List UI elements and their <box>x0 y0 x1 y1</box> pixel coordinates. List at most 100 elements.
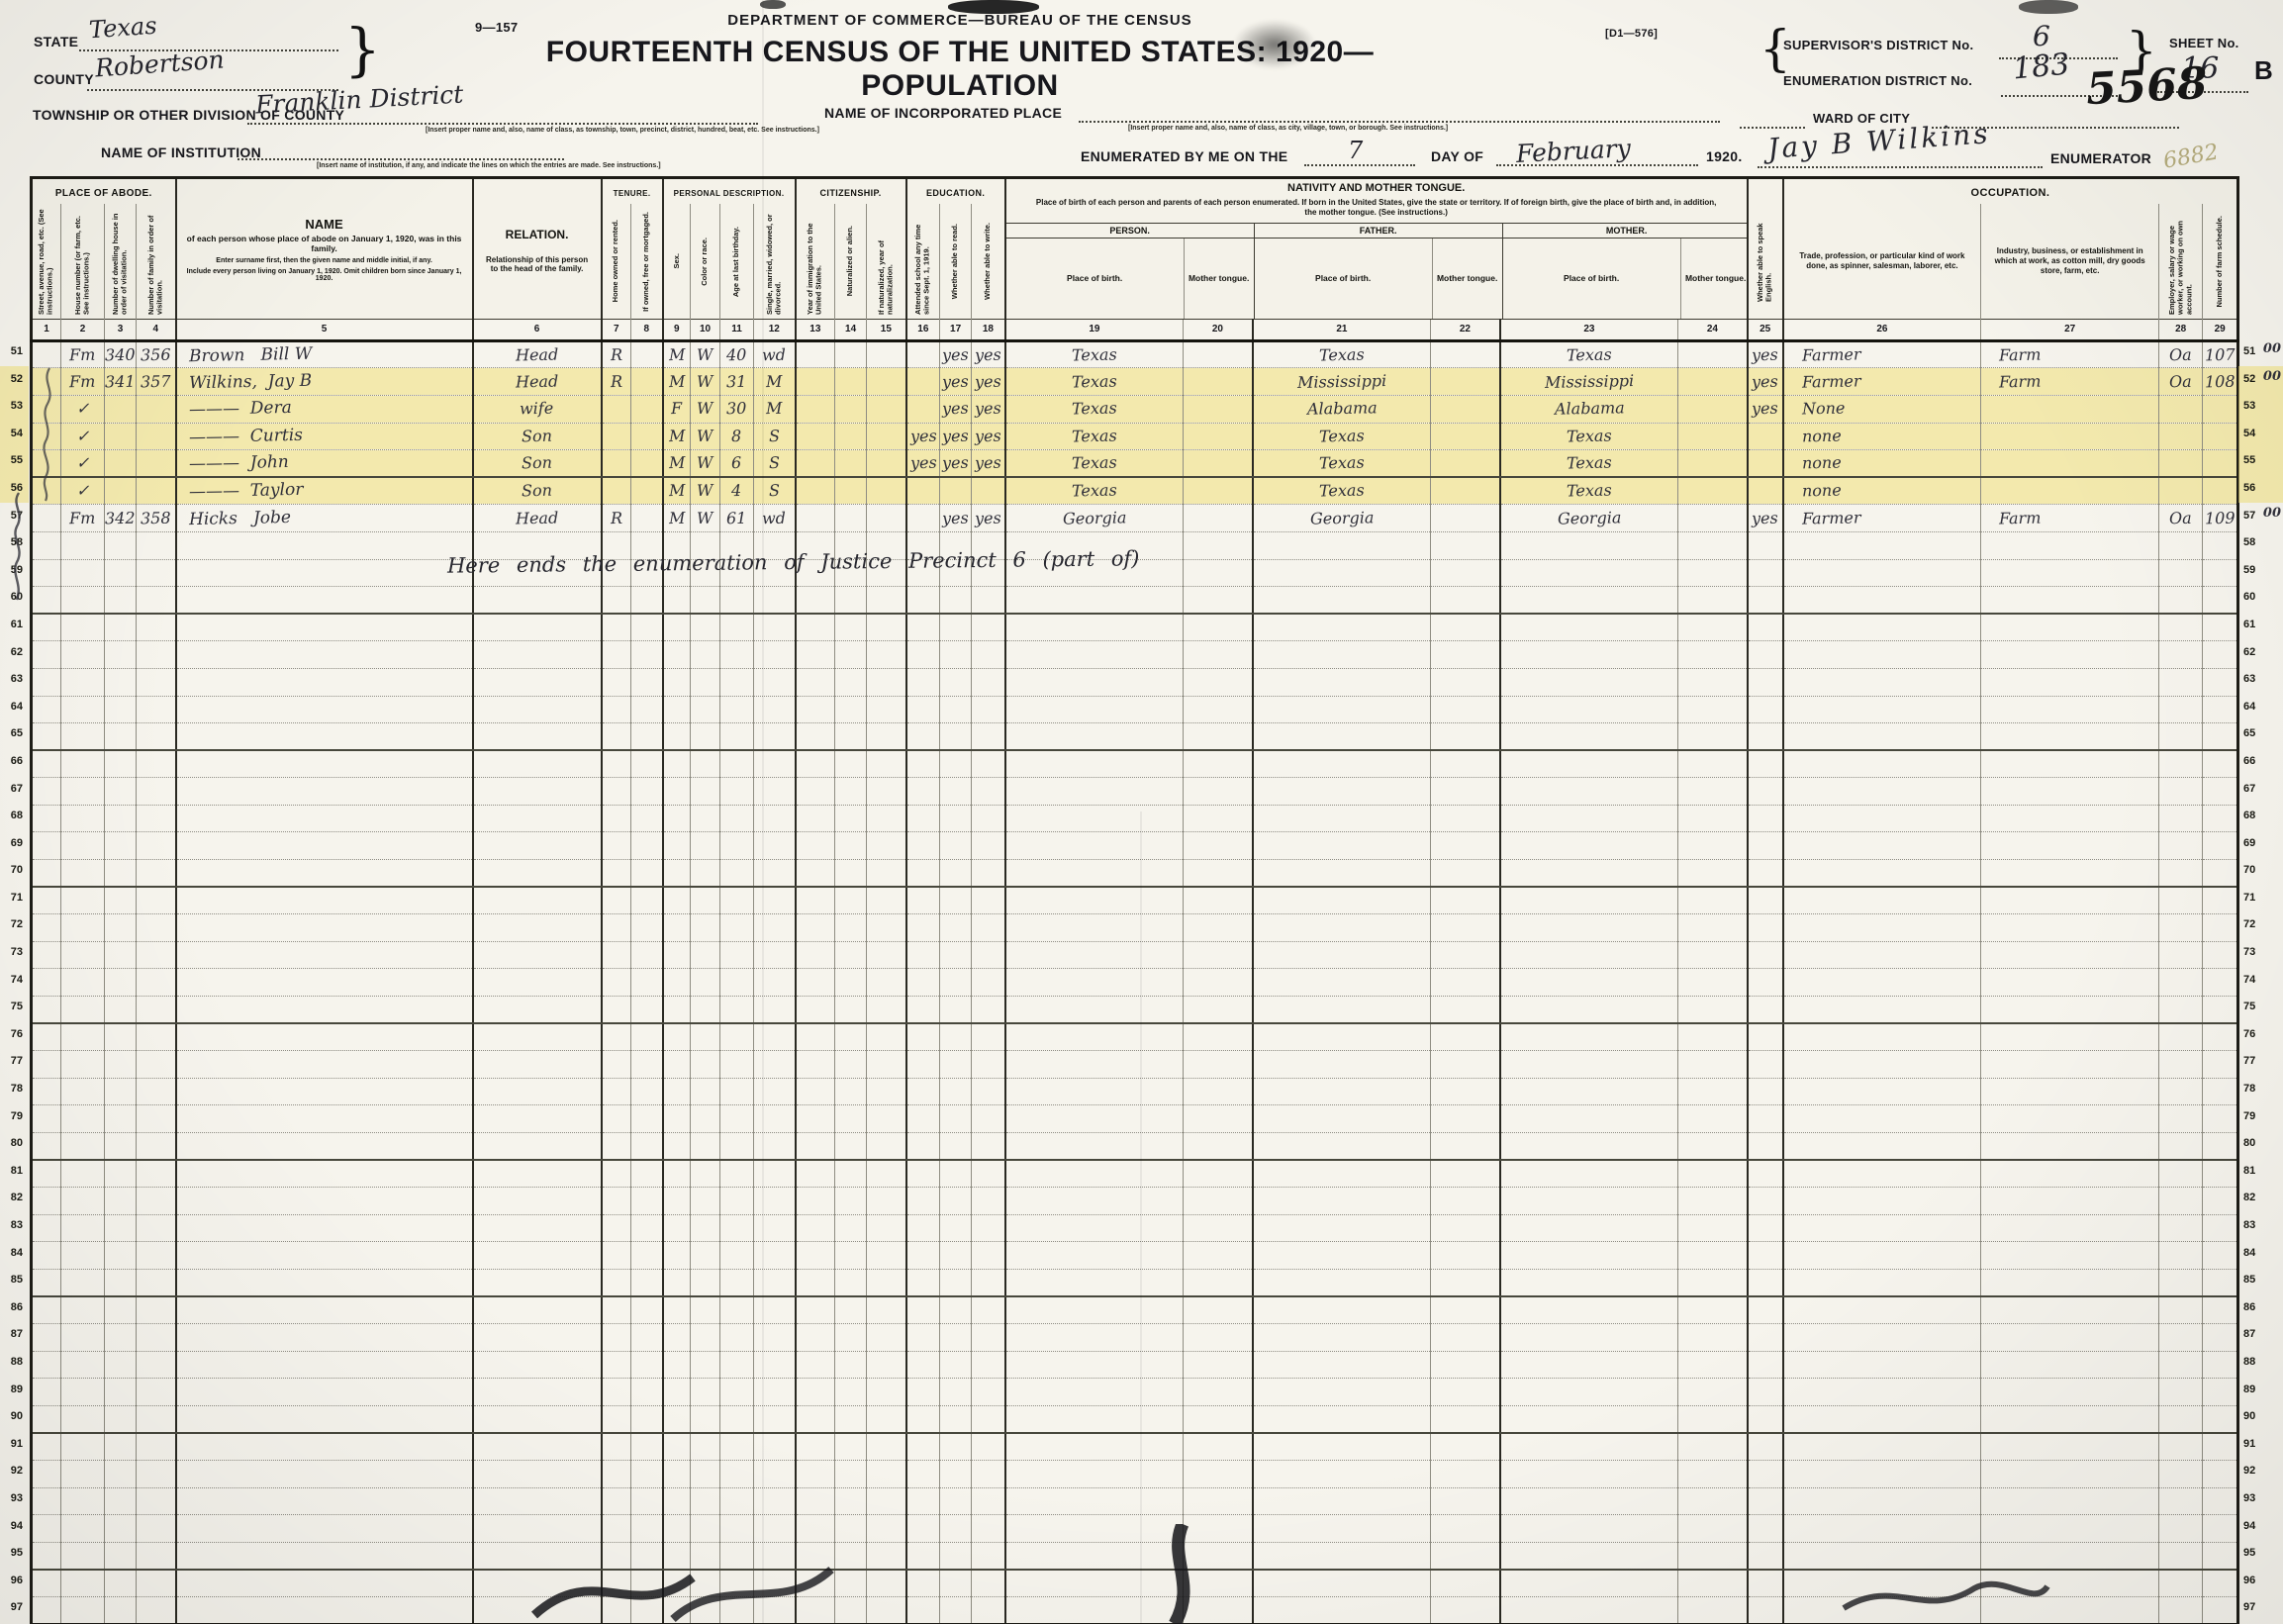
cell-line67-col7 <box>600 777 631 806</box>
cell-line83-col4 <box>135 1214 176 1243</box>
cell-value: Texas <box>1566 344 1612 365</box>
cell-line84-col15 <box>866 1241 906 1270</box>
cell-line82-col8 <box>630 1187 663 1215</box>
cell-line62-col6 <box>471 640 602 669</box>
name-header-text-2: Enter surname first, then the given name… <box>216 257 432 265</box>
cell-line78-col12 <box>753 1078 796 1106</box>
column-header-3: Number of dwelling house in order of vis… <box>104 204 137 320</box>
cell-line76-col26 <box>1781 1023 1981 1052</box>
cell-line88-col11 <box>719 1351 754 1380</box>
data-row-73 <box>31 941 2238 970</box>
cell-line95-col16 <box>904 1542 940 1571</box>
cell-line70-col27 <box>1980 859 2159 889</box>
cell-line69-col20 <box>1183 831 1253 861</box>
line-number-left-88: 88 <box>10 1355 23 1368</box>
line-number-left-69: 69 <box>10 836 23 849</box>
line-number-left-75: 75 <box>10 1001 23 1013</box>
cell-line91-col22 <box>1430 1433 1500 1462</box>
cell-line55-col15 <box>866 449 906 479</box>
column-header-15: If naturalized, year of naturalization. <box>866 204 906 320</box>
cell-line58-col23 <box>1498 531 1678 560</box>
nativity-note: Place of birth of each person and parent… <box>1035 198 1717 218</box>
column-label-8: If owned, free or mortgaged. <box>640 211 650 312</box>
cell-line90-col8 <box>630 1405 663 1435</box>
cell-line80-col14 <box>834 1132 867 1162</box>
line-number-right-70: 70 <box>2243 864 2256 877</box>
cell-line80-col6 <box>471 1132 602 1162</box>
cell-line75-col7 <box>600 996 631 1025</box>
cell-line63-col17 <box>939 668 972 697</box>
cell-value: yes <box>974 508 1001 527</box>
cell-line70-col9 <box>661 859 691 889</box>
cell-line68-col23 <box>1498 805 1678 833</box>
cell-line71-col14 <box>834 887 867 915</box>
cell-line89-col14 <box>834 1378 867 1406</box>
cell-line89-col17 <box>939 1378 972 1406</box>
cell-value: 61 <box>726 508 747 527</box>
column-number-16: 16 <box>904 318 940 342</box>
cell-line84-col10 <box>690 1241 720 1270</box>
cell-line61-col7 <box>600 614 631 642</box>
cell-line79-col10 <box>690 1104 720 1133</box>
cell-line59-col2 <box>60 559 105 588</box>
ward-lead-line <box>1740 127 1805 129</box>
cell-line68-col9 <box>661 805 691 833</box>
cell-line93-col16 <box>904 1487 940 1516</box>
cell-value: Head <box>515 344 559 365</box>
cell-line86-col4 <box>135 1296 176 1325</box>
cell-line79-col26 <box>1781 1104 1981 1133</box>
cell-line94-col5 <box>174 1514 473 1543</box>
cell-line54-col22 <box>1430 423 1500 451</box>
line-number-right-57: 57 00 <box>2238 503 2283 530</box>
cell-line80-col7 <box>600 1132 631 1162</box>
cell-line71-col5 <box>174 887 473 915</box>
cell-line63-col29 <box>2202 668 2238 697</box>
line-number-right-92: 92 <box>2243 1465 2256 1478</box>
cell-line73-col25 <box>1746 941 1783 970</box>
cell-line74-col15 <box>866 968 906 998</box>
cell-line61-col17 <box>939 614 972 642</box>
nativity-subheader: PERSON. Place of birth. Mother tongue. FATH… <box>1006 222 1748 319</box>
cell-line72-col14 <box>834 913 867 942</box>
cell-value: Texas <box>1318 452 1365 473</box>
line-number-right-88: 88 <box>2243 1355 2256 1368</box>
enumeration-line <box>2001 95 2118 97</box>
cell-line69-col18 <box>971 831 1005 861</box>
cell-line75-col25 <box>1746 996 1783 1025</box>
margin-mark-57: 00 <box>2262 505 2281 521</box>
township-label: TOWNSHIP OR OTHER DIVISION OF COUNTY <box>33 107 345 123</box>
cell-line83-col8 <box>630 1214 663 1243</box>
cell-line54-col24 <box>1677 423 1748 451</box>
cell-line85-col1 <box>31 1269 61 1298</box>
cell-line63-col15 <box>866 668 906 697</box>
supervisor-district-value: 6 <box>2033 20 2050 52</box>
cell-line80-col29 <box>2202 1132 2238 1162</box>
cell-line58-col28 <box>2158 531 2203 560</box>
cell-line65-col27 <box>1980 722 2159 752</box>
cell-line68-col18 <box>971 805 1005 833</box>
nativity-father: FATHER. Place of birth. Mother tongue. <box>1253 223 1502 319</box>
cell-line92-col7 <box>600 1460 631 1488</box>
cell-line75-col6 <box>471 996 602 1025</box>
cell-line74-col2 <box>60 968 105 998</box>
cell-line56-col3 <box>104 477 137 506</box>
cell-line71-col6 <box>471 887 602 915</box>
cell-line83-col16 <box>904 1214 940 1243</box>
cell-line65-col8 <box>630 722 663 752</box>
cell-line58-col25 <box>1746 531 1783 560</box>
cell-value: Texas <box>1071 480 1117 501</box>
cell-line72-col19 <box>1003 913 1184 942</box>
cell-line92-col22 <box>1430 1460 1500 1488</box>
cell-line84-col9 <box>661 1241 691 1270</box>
cell-line78-col23 <box>1498 1078 1678 1106</box>
cell-line85-col27 <box>1980 1269 2159 1298</box>
cell-line54-col15 <box>866 423 906 451</box>
cell-line75-col28 <box>2158 996 2203 1025</box>
cell-line63-col6 <box>471 668 602 697</box>
cell-line66-col20 <box>1183 750 1253 779</box>
cell-line83-col22 <box>1430 1214 1500 1243</box>
cell-line54-col27 <box>1980 423 2159 451</box>
cell-line70-col29 <box>2202 859 2238 889</box>
cell-line79-col16 <box>904 1104 940 1133</box>
cell-line62-col26 <box>1781 640 1981 669</box>
